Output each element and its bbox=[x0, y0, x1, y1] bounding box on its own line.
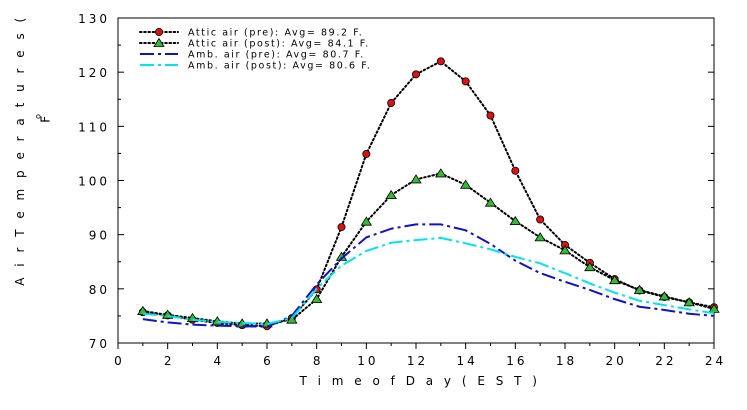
legend-entry-4: Amb. air (post): Avg= 80.6 F. bbox=[140, 61, 371, 72]
x-axis-title: T i m e o f D a y ( E S T ) bbox=[299, 374, 541, 388]
series-3 bbox=[142, 223, 715, 328]
series-1 bbox=[138, 57, 719, 331]
x-axis: 0 2 4 6 8 10 12 14 16 18 20 22 24 bbox=[114, 343, 726, 368]
legend: Attic air (pre): Avg= 89.2 F.Attic air (… bbox=[139, 27, 371, 72]
x-tick-label-14: 14 bbox=[457, 354, 478, 368]
x-tick-label-20: 20 bbox=[606, 354, 627, 368]
series-4 bbox=[142, 236, 715, 326]
x-tick-label-24: 24 bbox=[705, 354, 726, 368]
series-line-2 bbox=[141, 172, 715, 325]
point-s1-15 bbox=[486, 111, 495, 120]
annotation-layer: oF bbox=[34, 114, 53, 123]
y-tick-label-130: 130 bbox=[78, 12, 110, 26]
y-tick-label-100: 100 bbox=[78, 175, 110, 189]
point-s2-21 bbox=[633, 284, 646, 294]
series-line-4 bbox=[142, 236, 715, 326]
point-s2-10 bbox=[360, 216, 373, 226]
point-s1-12 bbox=[411, 70, 420, 79]
x-tick-label-4: 4 bbox=[214, 354, 225, 368]
point-s2-22 bbox=[658, 291, 671, 301]
point-s2-20 bbox=[608, 274, 621, 285]
y-tick-label-90: 90 bbox=[89, 229, 110, 243]
point-s1-10 bbox=[362, 149, 371, 158]
series-line-1 bbox=[141, 60, 715, 328]
point-s1-16 bbox=[511, 166, 520, 175]
legend-label-3: Amb. air (pre): Avg= 80.7 F. bbox=[188, 50, 365, 61]
point-s1-17 bbox=[536, 215, 545, 224]
point-s2-15 bbox=[484, 197, 497, 207]
point-s1-11 bbox=[387, 99, 396, 108]
y-axis: 70 80 90 100 110 120 130 bbox=[78, 12, 714, 351]
y-tick-label-80: 80 bbox=[89, 283, 110, 297]
legend-label-2: Attic air (post): Avg= 84.1 F. bbox=[188, 39, 370, 50]
legend-label-1: Attic air (pre): Avg= 89.2 F. bbox=[188, 28, 363, 39]
point-s2-8 bbox=[310, 293, 323, 304]
point-s2-23 bbox=[683, 297, 695, 307]
x-tick-label-16: 16 bbox=[506, 354, 527, 368]
series-2 bbox=[137, 168, 720, 328]
y-tick-label-120: 120 bbox=[78, 66, 110, 80]
x-tick-label-12: 12 bbox=[407, 354, 428, 368]
point-s1-13 bbox=[436, 57, 445, 66]
x-tick-label-8: 8 bbox=[313, 354, 324, 368]
series-layer bbox=[137, 57, 720, 331]
x-tick-label-22: 22 bbox=[655, 354, 676, 368]
legend-marker-1 bbox=[154, 27, 163, 36]
point-s2-11 bbox=[385, 189, 397, 200]
point-s2-17 bbox=[534, 232, 546, 242]
point-s2-16 bbox=[509, 215, 522, 226]
x-tick-label-10: 10 bbox=[357, 354, 378, 368]
point-s2-7 bbox=[286, 314, 298, 324]
x-tick-label-2: 2 bbox=[164, 354, 175, 368]
point-s1-9 bbox=[337, 223, 346, 232]
point-s1-14 bbox=[461, 77, 470, 86]
series-line-3 bbox=[142, 223, 715, 328]
point-s2-19 bbox=[584, 261, 596, 272]
x-tick-label-18: 18 bbox=[556, 354, 577, 368]
point-s2-14 bbox=[459, 179, 472, 189]
annotation-0: o bbox=[34, 114, 43, 119]
y-tick-label-110: 110 bbox=[78, 120, 110, 134]
point-s2-18 bbox=[559, 245, 571, 255]
annotation-1: F bbox=[39, 116, 53, 123]
legend-entry-2: Attic air (post): Avg= 84.1 F. bbox=[139, 37, 370, 50]
x-tick-label-0: 0 bbox=[114, 354, 125, 368]
y-axis-title: A i r T e m p e r a t u r e s ( bbox=[13, 14, 27, 285]
legend-marker-2 bbox=[153, 37, 165, 47]
point-s2-13 bbox=[435, 168, 447, 178]
point-s2-12 bbox=[410, 174, 422, 184]
x-tick-label-6: 6 bbox=[263, 354, 274, 368]
y-tick-label-70: 70 bbox=[89, 337, 110, 351]
legend-entry-1: Attic air (pre): Avg= 89.2 F. bbox=[139, 27, 363, 39]
legend-entry-3: Amb. air (pre): Avg= 80.7 F. bbox=[140, 50, 365, 61]
legend-label-4: Amb. air (post): Avg= 80.6 F. bbox=[188, 61, 371, 72]
